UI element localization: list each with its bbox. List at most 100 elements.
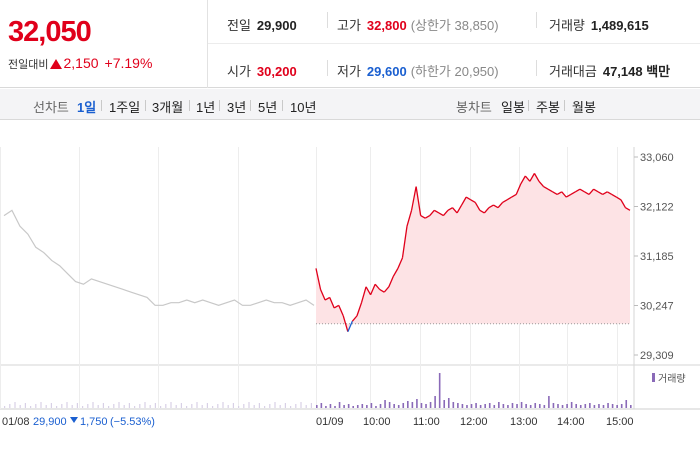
prev-volume-bar xyxy=(201,405,203,408)
prev-volume-bar xyxy=(300,402,302,408)
volume-bar xyxy=(630,405,632,408)
volume-bar xyxy=(397,405,400,408)
today-line-segment xyxy=(579,188,585,193)
volume-bar xyxy=(402,403,405,408)
today-area-fill xyxy=(316,173,630,332)
today-line-segment xyxy=(520,175,526,185)
tab-weekly-candle[interactable]: 주봉 xyxy=(536,100,560,115)
prev-volume-bar xyxy=(269,404,271,408)
volume-bar xyxy=(347,404,350,408)
today-line-segment xyxy=(319,289,326,301)
prev-volume-bar xyxy=(30,406,32,408)
prev-volume-bar xyxy=(50,403,52,408)
volume-bar xyxy=(566,404,568,408)
today-line-segment xyxy=(620,199,627,208)
volume-bar xyxy=(334,406,336,408)
today-line-segment xyxy=(547,188,553,193)
today-line-segment xyxy=(374,283,381,290)
volume-bar xyxy=(438,373,441,408)
today-line-segment xyxy=(470,199,476,203)
prev-volume-bar xyxy=(279,405,281,408)
today-line-segment xyxy=(593,188,599,193)
today-line-segment xyxy=(351,315,358,322)
divider xyxy=(528,100,529,111)
volume-bar xyxy=(598,404,600,408)
volume-bar xyxy=(534,403,537,408)
change-row: 전일대비 2,150 +7.19% xyxy=(8,55,152,73)
today-line-segment xyxy=(356,302,363,317)
current-price: 32,050 xyxy=(8,16,92,48)
volume-bar xyxy=(552,403,555,408)
stat-label: 시가 xyxy=(227,64,251,79)
volume-bar xyxy=(493,405,496,408)
today-line-segment xyxy=(493,204,499,209)
volume-bar xyxy=(388,402,391,408)
prev-volume-bar xyxy=(128,403,130,408)
intraday-chart[interactable]: 33,060 32,122 31,185 30,247 29,309 거래량 01/09 10… xyxy=(0,121,700,450)
today-line-segment xyxy=(429,209,435,217)
y-tick-label: 33,060 xyxy=(640,152,674,164)
stat-high: 고가 32,800 (상한가 38,850) xyxy=(337,15,499,34)
prev-volume-bar xyxy=(4,406,6,408)
volume-bar xyxy=(429,402,432,408)
tab-3year[interactable]: 3년 xyxy=(227,100,247,115)
tab-1year[interactable]: 1년 xyxy=(196,100,216,115)
volume-bar xyxy=(343,405,345,408)
volume-bar xyxy=(479,405,482,408)
divider xyxy=(327,60,328,76)
today-line-segment xyxy=(370,283,376,296)
today-line-segment xyxy=(506,196,513,201)
x-tick-label: 10:00 xyxy=(363,416,391,428)
today-line-segment xyxy=(497,201,504,209)
tab-monthly-candle[interactable]: 월봉 xyxy=(572,100,596,115)
volume-bar xyxy=(379,404,382,408)
stat-label: 고가 xyxy=(337,18,361,33)
volume-bar xyxy=(511,403,514,408)
today-line-segment xyxy=(360,286,367,303)
volume-bar xyxy=(538,404,541,408)
volume-bar xyxy=(325,406,327,408)
volume-bar xyxy=(488,403,491,408)
today-line-segment xyxy=(575,188,581,193)
prev-day-date: 01/08 xyxy=(2,416,30,428)
prev-volume-bar xyxy=(71,405,73,408)
divider xyxy=(282,100,283,111)
prev-volume-bar xyxy=(238,406,240,408)
volume-bar xyxy=(470,404,473,408)
divider xyxy=(250,100,251,111)
today-line-segment xyxy=(529,173,535,182)
today-line-segment xyxy=(410,186,417,211)
tab-1week[interactable]: 1주일 xyxy=(109,100,141,115)
prev-day-change: 1,750 xyxy=(80,416,108,428)
today-line-segment xyxy=(552,191,558,196)
x-tick-label: 15:00 xyxy=(606,416,634,428)
prev-day-pct: (−5.53%) xyxy=(110,416,155,428)
y-tick-label: 30,247 xyxy=(640,301,674,313)
volume-bar xyxy=(502,404,505,408)
tab-3month[interactable]: 3개월 xyxy=(152,100,184,115)
prev-volume-bar xyxy=(274,402,276,408)
change-percent: +7.19% xyxy=(104,55,153,71)
volume-bar xyxy=(584,404,587,408)
x-tick-label: 14:00 xyxy=(557,416,585,428)
volume-bar xyxy=(543,405,546,408)
prev-volume-bar xyxy=(212,406,214,408)
volume-bar xyxy=(498,402,500,408)
prev-volume-bar xyxy=(196,402,198,408)
today-line-segment xyxy=(447,207,453,211)
volume-bar xyxy=(570,402,573,408)
today-line-segment xyxy=(333,304,340,309)
chart-tab-bar: 선차트 1일 1주일 3개월 1년 3년 5년 10년 봉차트 일봉 주봉 월봉 xyxy=(0,89,700,120)
tab-5year[interactable]: 5년 xyxy=(258,100,278,115)
today-line-segment xyxy=(543,185,549,190)
today-line-segment xyxy=(397,257,404,269)
prev-volume-bar xyxy=(253,405,255,408)
today-line-segment xyxy=(588,188,595,195)
stat-value: 47,148 백만 xyxy=(602,64,671,79)
volume-bar xyxy=(466,405,468,408)
tab-daily-candle[interactable]: 일봉 xyxy=(501,100,525,115)
tab-10year[interactable]: 10년 xyxy=(290,100,317,115)
tab-1day[interactable]: 1일 xyxy=(77,100,97,115)
y-tick-label: 29,309 xyxy=(640,350,674,362)
today-line-segment xyxy=(483,207,490,214)
